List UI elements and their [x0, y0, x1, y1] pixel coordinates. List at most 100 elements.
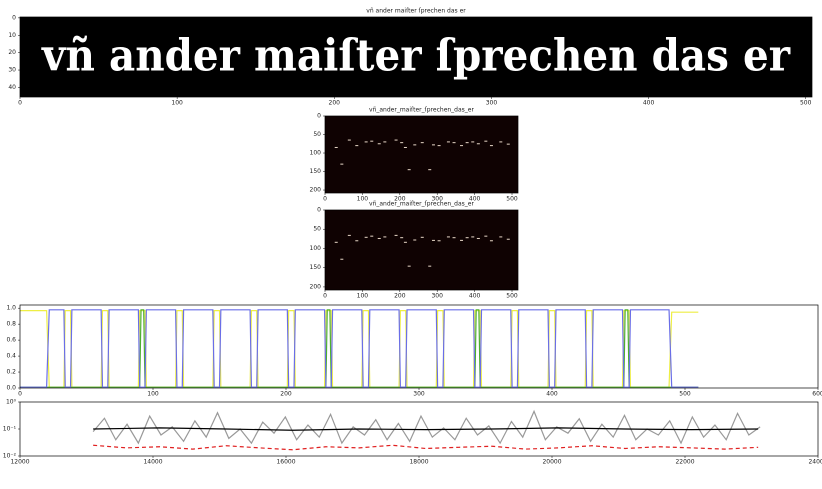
point [377, 237, 381, 239]
point [364, 141, 368, 143]
x-tick-label: 600 [812, 391, 822, 398]
point [446, 236, 450, 238]
point [347, 139, 351, 141]
axes-frame [19, 16, 813, 98]
series-line [20, 309, 699, 388]
y-tick-label: 10⁰ [6, 399, 17, 406]
x-tick-label: 18000 [409, 459, 428, 466]
point [428, 265, 432, 267]
point [506, 143, 510, 145]
x-tick-label: 0 [323, 293, 327, 300]
y-tick-label: 0.0 [6, 385, 16, 392]
axes-frame [324, 115, 519, 194]
point [407, 169, 411, 171]
axes-frame [324, 209, 519, 291]
panel-title: vñ ander maiſter ſprechen das er [366, 8, 466, 15]
panel-title: vñ_ander_maiſter_ſprechen_das_er [369, 201, 474, 208]
point [437, 145, 441, 147]
x-tick-label: 100 [357, 196, 369, 203]
y-tick-label: 0 [12, 14, 16, 21]
image-background [20, 17, 812, 97]
point [364, 236, 368, 238]
point [428, 169, 432, 171]
point [446, 141, 450, 143]
series-line [92, 409, 761, 445]
y-tick-label: 10 [8, 32, 16, 39]
point [383, 236, 387, 238]
point [452, 237, 456, 239]
y-tick-label: 50 [313, 226, 321, 233]
x-tick-label: 20000 [542, 459, 561, 466]
x-tick-label: 200 [280, 391, 292, 398]
x-tick-label: 12000 [10, 459, 29, 466]
y-tick-label: 1.0 [6, 305, 16, 312]
x-tick-label: 0 [323, 196, 327, 203]
point [334, 146, 338, 148]
point [403, 241, 407, 243]
point [370, 235, 374, 237]
point [460, 145, 464, 147]
point [452, 142, 456, 144]
image-text: vñ ander maiſter ſprechen das er [41, 31, 791, 82]
series-line [20, 309, 699, 388]
point [484, 235, 488, 237]
x-tick-label: 24000 [808, 459, 822, 466]
point [347, 234, 351, 236]
point [484, 140, 488, 142]
y-tick-label: 40 [8, 84, 16, 91]
point [355, 240, 359, 242]
y-tick-label: 100 [310, 150, 322, 157]
point [465, 237, 469, 239]
point [420, 142, 424, 144]
point [407, 265, 411, 267]
point [383, 141, 387, 143]
x-tick-label: 400 [643, 100, 655, 107]
point [370, 140, 374, 142]
point [499, 141, 503, 143]
point [413, 144, 417, 146]
x-tick-label: 100 [171, 100, 183, 107]
point [471, 236, 475, 238]
point [334, 241, 338, 243]
point [499, 236, 503, 238]
y-tick-label: 0.8 [6, 321, 16, 328]
panel-title: vñ_ander_maiſter_ſprechen_das_er [369, 107, 474, 114]
point [394, 139, 398, 141]
point [460, 239, 464, 241]
x-tick-label: 14000 [143, 459, 162, 466]
y-tick-label: 0 [317, 113, 321, 120]
x-tick-label: 16000 [276, 459, 295, 466]
y-tick-label: 200 [310, 187, 322, 194]
y-tick-label: 10⁻¹ [3, 426, 17, 433]
point [489, 240, 493, 242]
y-tick-label: 150 [310, 168, 322, 175]
point [355, 145, 359, 147]
image-background [325, 210, 518, 290]
x-tick-label: 300 [413, 391, 425, 398]
x-tick-label: 300 [431, 196, 443, 203]
x-tick-label: 300 [431, 293, 443, 300]
x-tick-label: 0 [18, 100, 22, 107]
x-tick-label: 500 [506, 293, 518, 300]
point [476, 237, 480, 239]
point [437, 240, 441, 242]
point [465, 142, 469, 144]
image-background [325, 116, 518, 193]
y-tick-label: 50 [313, 131, 321, 138]
point [431, 239, 435, 241]
x-tick-label: 200 [329, 100, 341, 107]
y-tick-label: 10⁻² [3, 453, 17, 460]
x-tick-label: 22000 [675, 459, 694, 466]
y-tick-label: 200 [310, 283, 322, 290]
point [377, 143, 381, 145]
point [340, 258, 344, 260]
x-tick-label: 500 [506, 196, 518, 203]
y-tick-label: 0 [317, 207, 321, 214]
x-tick-label: 400 [469, 196, 481, 203]
point [340, 163, 344, 165]
point [420, 236, 424, 238]
series-line [93, 444, 759, 451]
point [413, 239, 417, 241]
x-tick-label: 400 [546, 391, 558, 398]
